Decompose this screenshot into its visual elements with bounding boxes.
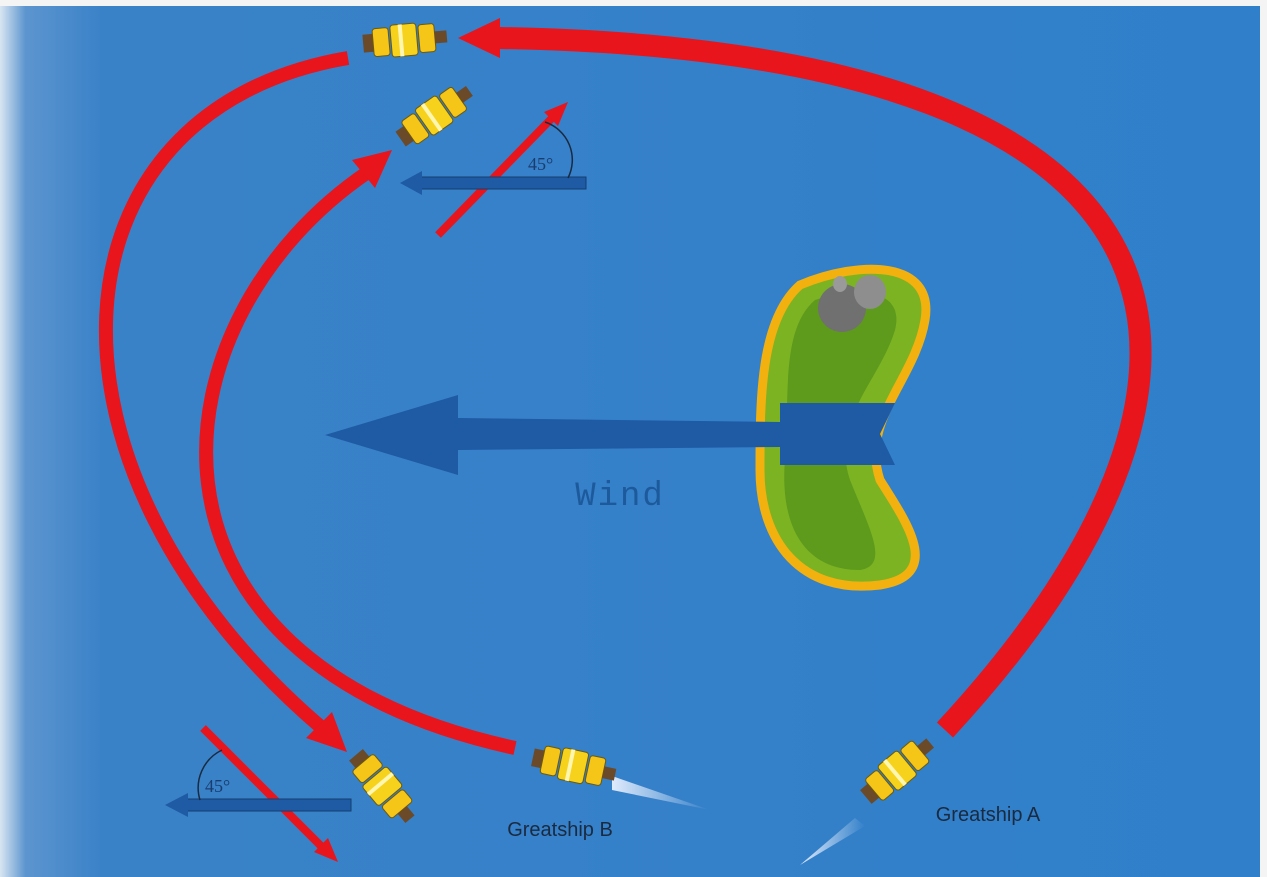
border: [1260, 0, 1267, 877]
ship-label: Greatship A: [936, 804, 1041, 826]
wind-label: Wind: [575, 478, 665, 516]
ship-label: Greatship B: [507, 819, 613, 841]
wind-line: [185, 799, 351, 811]
angle-label: 45°: [528, 154, 553, 174]
rock: [854, 275, 886, 309]
angle-label: 45°: [205, 776, 230, 796]
wind-line: [418, 177, 586, 189]
diagram: Wind 45° 45° Greatship B Greatship A: [0, 0, 1267, 877]
rock: [833, 276, 847, 292]
border: [0, 0, 1267, 6]
